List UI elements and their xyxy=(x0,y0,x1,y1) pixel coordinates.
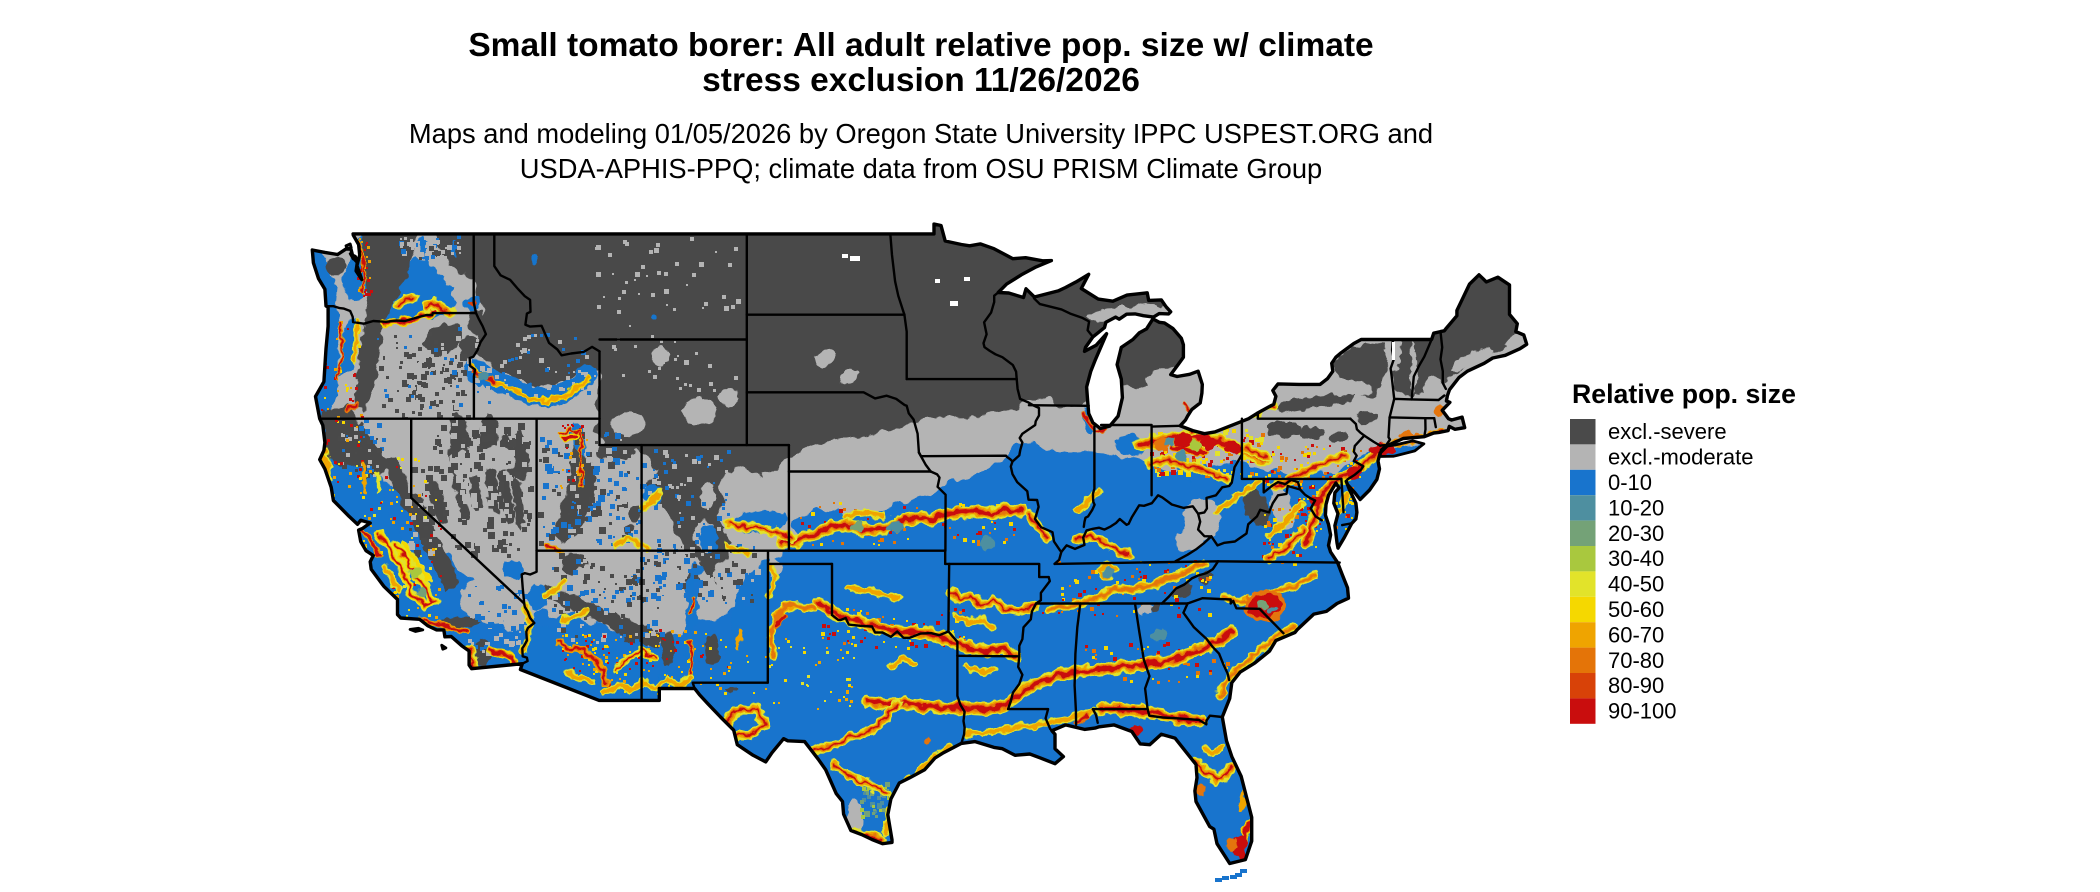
svg-text:30-40: 30-40 xyxy=(1608,546,1664,571)
svg-text:50-60: 50-60 xyxy=(1608,597,1664,622)
svg-text:10-20: 10-20 xyxy=(1608,495,1664,520)
svg-text:excl.-moderate: excl.-moderate xyxy=(1608,445,1754,470)
svg-text:70-80: 70-80 xyxy=(1608,648,1664,673)
svg-text:90-100: 90-100 xyxy=(1608,699,1677,724)
svg-text:0-10: 0-10 xyxy=(1608,470,1652,495)
svg-text:Relative pop. size: Relative pop. size xyxy=(1572,379,1796,409)
svg-text:60-70: 60-70 xyxy=(1608,622,1664,647)
svg-text:stress exclusion 11/26/2026: stress exclusion 11/26/2026 xyxy=(702,62,1140,99)
svg-text:40-50: 40-50 xyxy=(1608,572,1664,597)
svg-text:Maps and modeling 01/05/2026 b: Maps and modeling 01/05/2026 by Oregon S… xyxy=(409,118,1433,149)
svg-text:80-90: 80-90 xyxy=(1608,673,1664,698)
svg-text:USDA-APHIS-PPQ; climate data f: USDA-APHIS-PPQ; climate data from OSU PR… xyxy=(520,153,1322,184)
svg-text:excl.-severe: excl.-severe xyxy=(1608,419,1727,444)
svg-text:20-30: 20-30 xyxy=(1608,521,1664,546)
svg-text:Small tomato borer: All adult: Small tomato borer: All adult relative p… xyxy=(468,27,1373,64)
